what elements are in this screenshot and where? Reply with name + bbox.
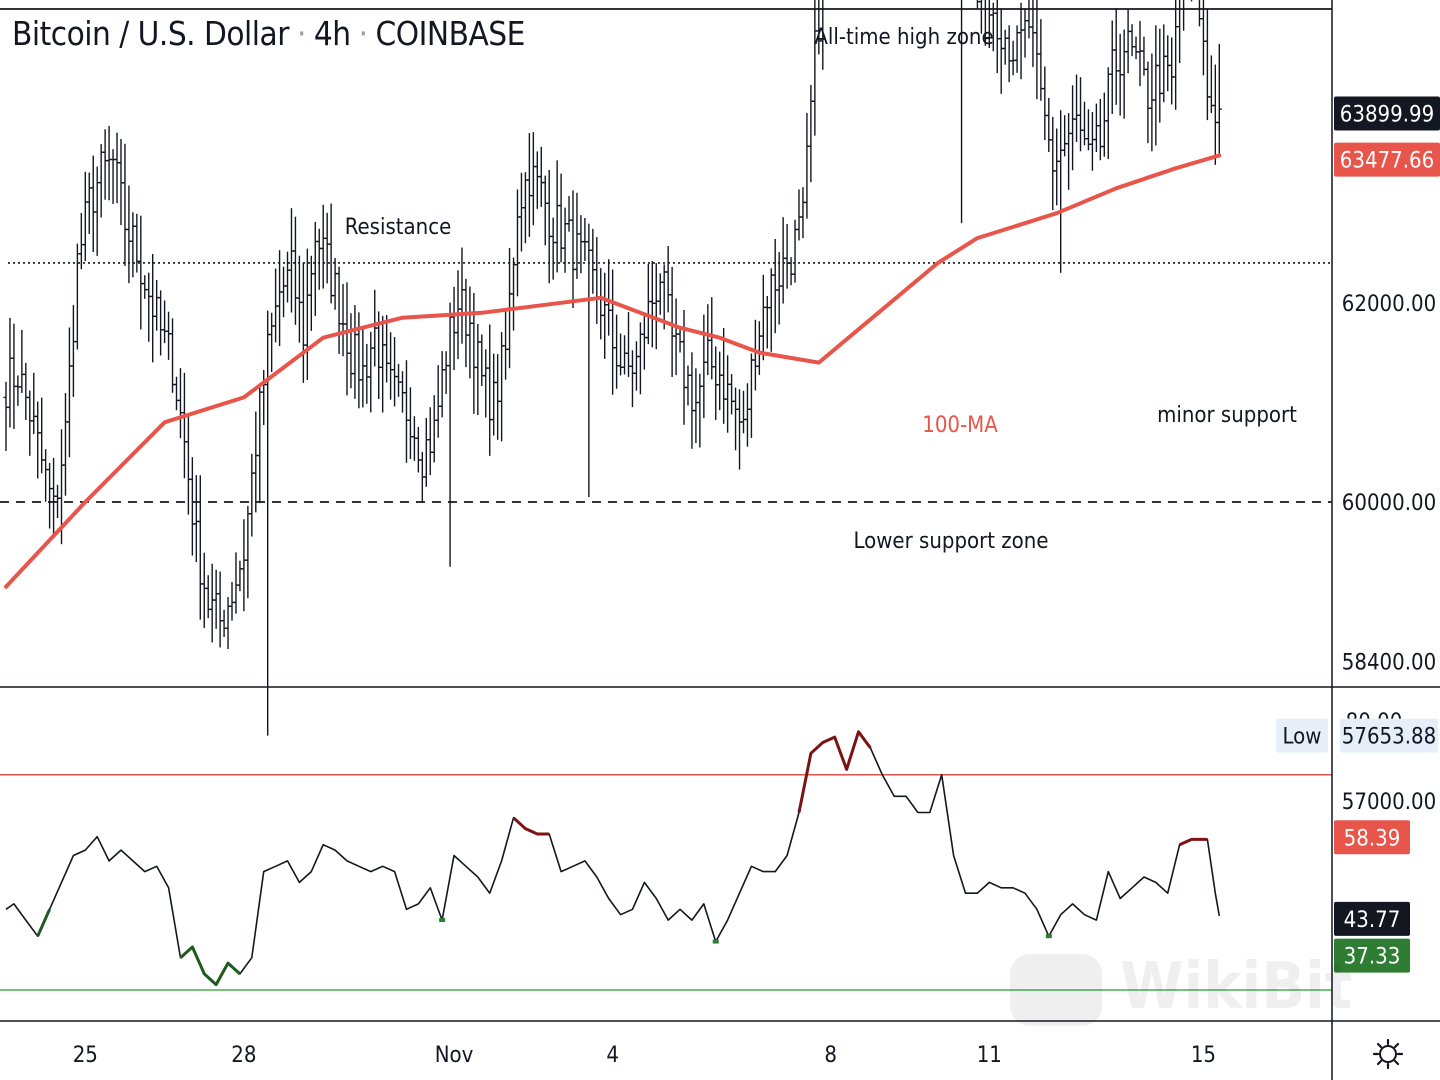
price-axis-tick-label: 62000.00 [1342, 292, 1436, 317]
ma-100-line [4, 153, 1222, 589]
rsi-overbought-segment [797, 730, 872, 813]
ohlc-bar [960, 0, 963, 224]
time-axis-tick-label: 15 [1191, 1043, 1216, 1068]
time-axis-tick-label: Nov [435, 1043, 474, 1068]
resistance-label: Resistance [345, 215, 452, 240]
rsi-current-badge-text: 43.77 [1344, 908, 1401, 933]
lower-support-label: Lower support zone [853, 529, 1048, 554]
last-price-badge: 63899.99 [1334, 96, 1440, 131]
ath-zone-label: All-time high zone [814, 25, 993, 50]
watermark-logo-icon [1010, 954, 1102, 1026]
rsi-upper-badge: 58.39 [1334, 820, 1410, 855]
rsi-current-badge-bg [1334, 901, 1410, 936]
ohlc-bar [1177, 0, 1181, 64]
symbol-interval: 4h [313, 14, 351, 53]
settings-gear-icon[interactable] [1372, 1038, 1404, 1070]
time-axis-tick-label: 11 [977, 1043, 1002, 1068]
rsi-upper-badge-bg [1334, 820, 1410, 855]
ma-100-series [4, 153, 1222, 589]
rsi-oversold-segment [36, 908, 51, 937]
rsi-pane [0, 730, 1332, 991]
time-axis-tick-label: 28 [231, 1043, 256, 1068]
last-price-badge-text: 63899.99 [1340, 103, 1434, 128]
rsi-oversold-marker [1045, 934, 1052, 939]
ohlc-bar [1216, 43, 1222, 154]
price-levels [0, 8, 1332, 503]
ma-value-badge: 63477.66 [1334, 142, 1440, 177]
low-label-badge-text: Low [1283, 725, 1322, 750]
rsi-lower-badge-text: 37.33 [1344, 945, 1401, 970]
ma-label: 100-MA [922, 413, 998, 438]
price-axis-tick-label: 58400.00 [1342, 650, 1436, 675]
ohlc-bar [820, 0, 824, 70]
watermark-text: WikiBit [1120, 950, 1353, 1024]
watermark: WikiBit [1010, 950, 1430, 1030]
ohlc-bar [1182, 0, 1185, 31]
low-label-badge-bg [1276, 718, 1328, 753]
time-axis-tick-label: 8 [824, 1043, 837, 1068]
low-value-badge-text: 57653.88 [1342, 725, 1436, 750]
rsi-oversold-marker [439, 918, 446, 923]
symbol-title[interactable]: Bitcoin / U.S. Dollar · 4h · COINBASE [12, 14, 525, 53]
time-axis[interactable]: 25 28 Nov 4 8 11 15 [73, 1043, 1216, 1068]
rsi-oversold-marker [712, 939, 719, 944]
symbol-name: Bitcoin / U.S. Dollar [12, 14, 289, 53]
rsi-lower-badge-bg [1334, 938, 1410, 973]
rsi-oversold-segment [179, 945, 241, 987]
ma-value-badge-bg [1334, 142, 1440, 177]
ohlc-bar [978, 0, 984, 34]
time-axis-tick-label: 25 [73, 1043, 98, 1068]
rsi-overbought-segment [512, 816, 550, 836]
rsi-current-badge: 43.77 [1334, 901, 1410, 936]
rsi-lower-badge: 37.33 [1334, 938, 1410, 973]
low-value-badge-bg [1340, 718, 1438, 753]
time-axis-tick-label: 4 [606, 1043, 619, 1068]
rsi-upper-badge-text: 58.39 [1344, 826, 1401, 851]
price-axis-tick-label: 57000.00 [1342, 790, 1436, 815]
last-price-badge-bg [1334, 96, 1440, 131]
ma-value-badge-text: 63477.66 [1340, 149, 1434, 174]
price-badges: High69000.00Low57653.8863899.9963477.665… [1276, 96, 1440, 973]
rsi-overbought-segment [1178, 837, 1208, 847]
symbol-exchange: COINBASE [375, 14, 526, 53]
price-axis-tick-label: 60000.00 [1342, 491, 1436, 516]
minor-support-label: minor support [1157, 403, 1297, 428]
low-value-badge: 57653.88 [1340, 718, 1438, 753]
low-label-badge: Low [1276, 718, 1328, 753]
